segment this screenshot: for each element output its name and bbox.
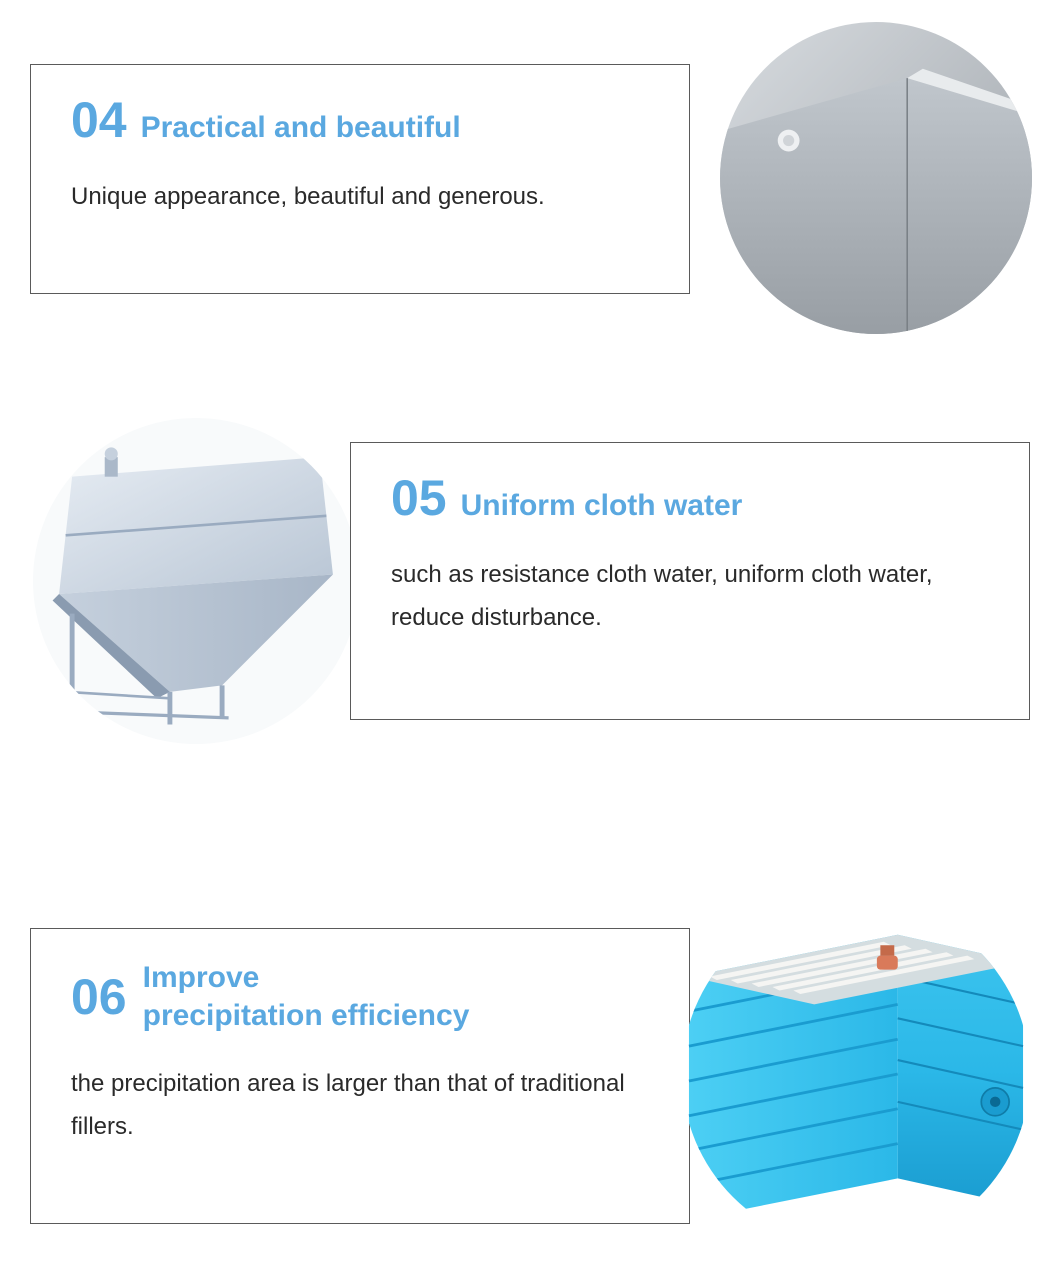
- feature-image-06: [682, 900, 1030, 1248]
- hopper-tank-icon: [33, 418, 359, 744]
- feature-image-05: [33, 418, 359, 744]
- feature-title-04: Practical and beautiful: [141, 108, 461, 147]
- feature-title-06: Improveprecipitation efficiency: [143, 959, 470, 1034]
- feature-desc-06: the precipitation area is larger than th…: [71, 1062, 649, 1148]
- feature-number-04: 04: [71, 95, 127, 145]
- equipment-corner-icon: [720, 22, 1032, 334]
- feature-header-04: 04 Practical and beautiful: [71, 95, 649, 147]
- feature-card-05: 05 Uniform cloth water such as resistanc…: [350, 442, 1030, 720]
- feature-desc-04: Unique appearance, beautiful and generou…: [71, 175, 649, 218]
- plate-settler-tank-icon: [682, 900, 1030, 1248]
- feature-card-04: 04 Practical and beautiful Unique appear…: [30, 64, 690, 294]
- feature-card-06: 06 Improveprecipitation efficiency the p…: [30, 928, 690, 1224]
- feature-header-05: 05 Uniform cloth water: [391, 473, 989, 525]
- feature-header-06: 06 Improveprecipitation efficiency: [71, 959, 649, 1034]
- feature-number-06: 06: [71, 972, 127, 1022]
- feature-desc-05: such as resistance cloth water, uniform …: [391, 553, 989, 639]
- feature-title-05: Uniform cloth water: [461, 486, 743, 525]
- feature-number-05: 05: [391, 473, 447, 523]
- feature-image-04: [720, 22, 1032, 334]
